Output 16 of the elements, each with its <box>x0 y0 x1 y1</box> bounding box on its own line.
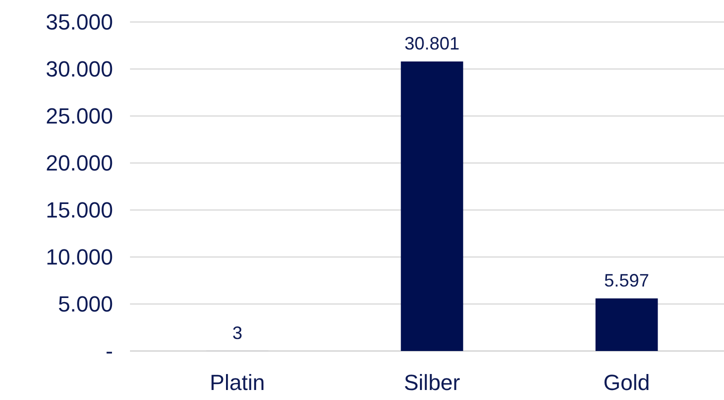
bar <box>596 298 658 351</box>
y-tick-label: 35.000 <box>46 10 113 35</box>
x-tick-label: Gold <box>603 370 650 395</box>
y-tick-label: 15.000 <box>46 198 113 223</box>
y-tick-label: 25.000 <box>46 104 113 129</box>
data-label: 30.801 <box>404 33 460 54</box>
x-tick-label: Platin <box>210 370 265 395</box>
data-label: 5.597 <box>604 270 650 290</box>
y-tick-label: 20.000 <box>46 150 113 176</box>
data-label: 3 <box>232 322 242 343</box>
y-tick-label: 5.000 <box>58 292 113 317</box>
bar <box>400 61 464 351</box>
y-tick-label: - <box>106 338 113 364</box>
y-tick-label: 10.000 <box>46 244 113 270</box>
y-tick-label: 30.000 <box>46 56 113 82</box>
x-tick-label: Silber <box>404 370 460 395</box>
